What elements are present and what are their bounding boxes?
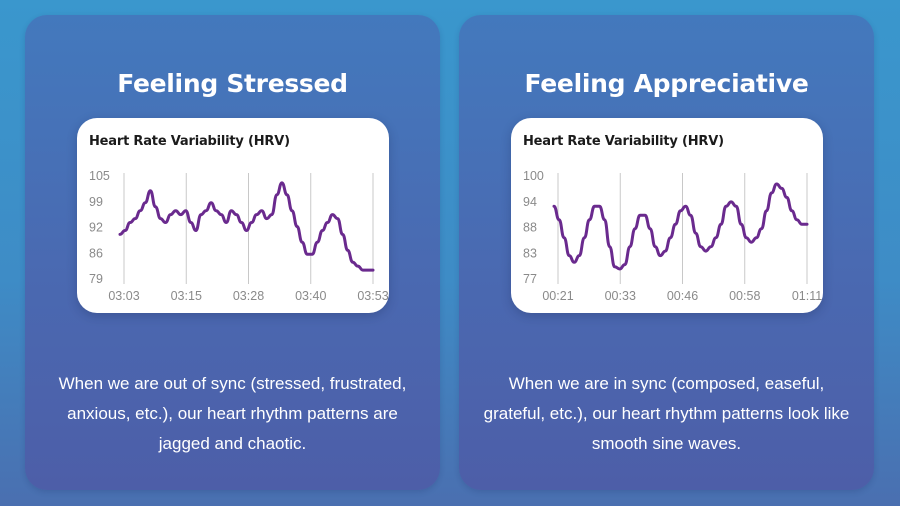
hrv-chart-appreciative: 100 94 88 83 77 00:21 00:33 00:46 00:58 01:11 [523,169,822,303]
y-tick-label: 99 [89,195,103,209]
x-tick-label: 03:15 [171,289,202,303]
y-tick-label: 92 [89,221,103,235]
y-tick-label: 83 [523,246,537,260]
panel-stressed: Feeling Stressed Heart Rate Variability … [25,15,440,490]
hrv-series-line [118,181,375,272]
y-tick-label: 105 [89,169,110,183]
y-tick-label: 86 [89,246,103,260]
x-tick-label: 03:28 [233,289,264,303]
y-tick-label: 88 [523,221,537,235]
chart-title: Heart Rate Variability (HRV) [523,134,724,149]
hrv-chart-card: Heart Rate Variability (HRV) 100 94 88 83 77… [511,118,823,313]
y-tick-label: 79 [89,272,103,286]
panel-title: Feeling Stressed [117,69,348,98]
x-tick-label: 00:21 [542,289,573,303]
hrv-series-line [552,182,809,271]
y-tick-label: 94 [523,195,537,209]
panel-title: Feeling Appreciative [524,69,809,98]
y-tick-label: 77 [523,272,537,286]
x-tick-label: 01:11 [792,289,822,303]
panel-caption: When we are out of sync (stressed, frust… [58,374,407,453]
panel-caption: When we are in sync (composed, easeful, … [483,374,850,453]
x-tick-label: 00:46 [667,289,698,303]
hrv-chart-stressed: 105 99 92 86 79 03:03 03:15 03:28 03:40 03:53 [89,169,389,303]
x-tick-label: 03:03 [108,289,139,303]
hrv-chart-card: Heart Rate Variability (HRV) 105 99 92 86 79… [77,118,389,313]
x-tick-label: 00:33 [605,289,636,303]
x-tick-label: 00:58 [729,289,760,303]
y-tick-label: 100 [523,169,544,183]
chart-title: Heart Rate Variability (HRV) [89,134,290,149]
panel-appreciative: Feeling Appreciative Heart Rate Variabil… [459,15,874,490]
x-tick-label: 03:53 [357,289,388,303]
x-tick-label: 03:40 [295,289,326,303]
